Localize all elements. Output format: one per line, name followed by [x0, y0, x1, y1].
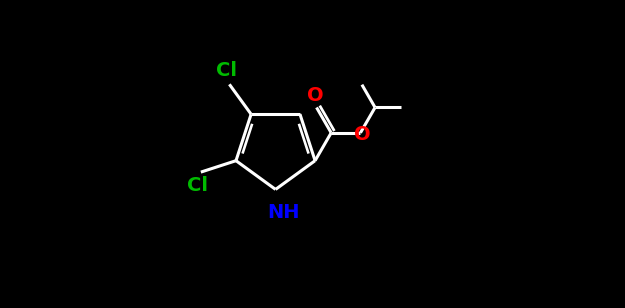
Text: O: O: [307, 86, 323, 105]
Text: Cl: Cl: [216, 61, 237, 80]
Text: NH: NH: [267, 203, 299, 222]
Text: O: O: [354, 125, 370, 144]
Text: Cl: Cl: [188, 176, 208, 196]
